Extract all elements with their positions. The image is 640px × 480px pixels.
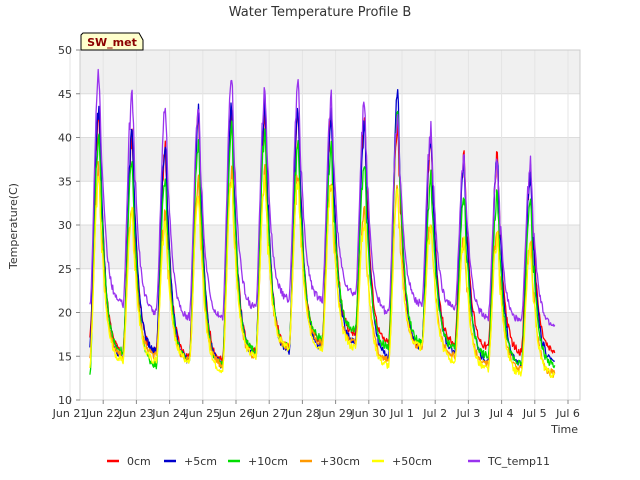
y-tick-label: 30 — [58, 219, 72, 232]
station-badge: SW_met — [80, 32, 144, 51]
plot-band — [80, 50, 580, 94]
chart-title: Water Temperature Profile B — [229, 5, 412, 20]
x-tick-label: Jul 4 — [489, 407, 514, 420]
legend-label: 0cm — [127, 455, 151, 468]
x-tick-label: Jun 28 — [284, 407, 320, 420]
x-tick-label: Jun 26 — [218, 407, 254, 420]
legend: 0cm +5cm +10cm +30cm +50cm TC_temp11 — [107, 455, 550, 468]
plot-band — [80, 225, 580, 269]
x-tick-label: Jul 6 — [555, 407, 580, 420]
legend-label: TC_temp11 — [487, 455, 550, 468]
x-axis-label: Time — [550, 423, 578, 436]
y-tick-labels: 10 15 20 25 30 35 40 45 50 — [58, 44, 72, 407]
x-tick-label: Jun 21 — [52, 407, 88, 420]
y-tick-label: 40 — [58, 132, 72, 145]
y-tick-label: 15 — [58, 350, 72, 363]
series-layer — [89, 68, 556, 379]
y-tick-label: 45 — [58, 88, 72, 101]
x-tick-label: Jul 2 — [422, 407, 447, 420]
x-tick-label: Jun 22 — [85, 407, 121, 420]
y-axis-label: Temperature(C) — [7, 183, 20, 270]
x-tick-label: Jul 1 — [389, 407, 414, 420]
y-tick-label: 10 — [58, 394, 72, 407]
legend-item-+30cm: +30cm — [300, 455, 360, 468]
y-tick-label: 20 — [58, 307, 72, 320]
legend-item-0cm: 0cm — [107, 455, 151, 468]
legend-item-TC_temp11: TC_temp11 — [468, 455, 550, 468]
legend-label: +5cm — [184, 455, 217, 468]
badge-box — [80, 32, 144, 51]
x-tick-label: Jun 27 — [251, 407, 287, 420]
legend-label: +50cm — [392, 455, 432, 468]
x-tick-label: Jun 30 — [350, 407, 386, 420]
x-tick-label: Jun 25 — [184, 407, 220, 420]
y-tick-label: 50 — [58, 44, 72, 57]
legend-item-+10cm: +10cm — [228, 455, 288, 468]
y-tick-label: 25 — [58, 263, 72, 276]
x-tick-label: Jun 29 — [317, 407, 353, 420]
legend-label: +30cm — [320, 455, 360, 468]
legend-item-+50cm: +50cm — [372, 455, 432, 468]
series-line-TC_temp11 — [89, 68, 556, 327]
axes — [69, 49, 581, 404]
x-tick-label: Jul 5 — [522, 407, 547, 420]
y-tick-label: 35 — [58, 175, 72, 188]
x-tick-label: Jun 24 — [151, 407, 187, 420]
series-line-+10cm — [89, 110, 556, 375]
legend-item-+5cm: +5cm — [164, 455, 217, 468]
legend-label: +10cm — [248, 455, 288, 468]
x-tick-label: Jun 23 — [118, 407, 154, 420]
badge-label: SW_met — [87, 36, 137, 49]
plot-band — [80, 312, 580, 357]
series-line-+50cm — [89, 174, 556, 379]
x-tick-label: Jul 3 — [456, 407, 481, 420]
